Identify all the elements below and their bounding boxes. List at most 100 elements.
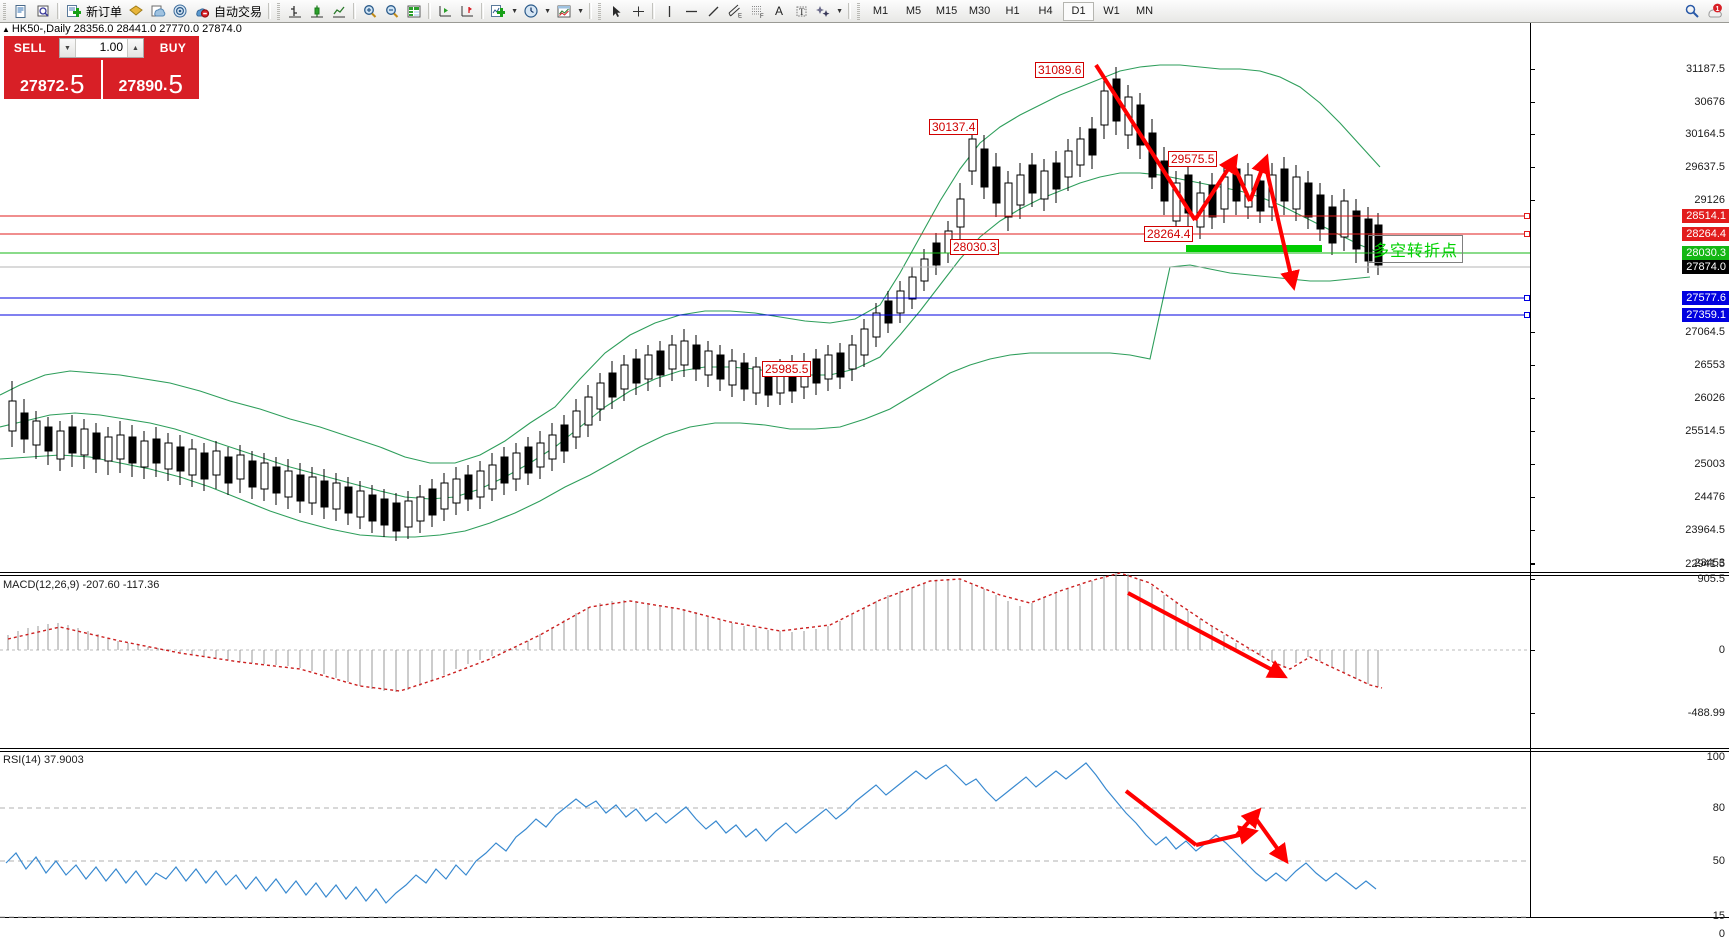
tab-timeframe-w1[interactable]: W1: [1103, 5, 1120, 17]
toolbar-grip[interactable]: [276, 2, 283, 20]
toolbar-separator: [652, 3, 656, 19]
rsi-tick-label-15: 15: [1712, 910, 1725, 922]
main-price-plot: [0, 63, 1530, 541]
trendline-icon[interactable]: [702, 1, 724, 22]
chart-collapse-icon[interactable]: ▲: [2, 25, 10, 34]
price-tick-label: 23964.5: [1685, 524, 1725, 536]
periods-icon[interactable]: [520, 1, 542, 22]
macd-tick: [1531, 650, 1535, 651]
macd-tick-label: -488.99: [1687, 707, 1725, 719]
auto-scroll-icon[interactable]: [434, 1, 456, 22]
price-tick-label: 27064.5: [1685, 326, 1725, 338]
chart-inspector-icon[interactable]: [32, 1, 54, 22]
notifications-icon[interactable]: 1: [1703, 1, 1725, 22]
level-tag-27359[interactable]: 27359.1: [1682, 308, 1729, 322]
text-label-icon[interactable]: T: [790, 1, 812, 22]
zoom-in-icon[interactable]: [359, 1, 381, 22]
line-chart-icon[interactable]: [328, 1, 350, 22]
volume-decrease-icon[interactable]: ▼: [60, 39, 76, 57]
text-icon[interactable]: A: [775, 4, 784, 18]
chart-symbol-header: ▲ HK50-,Daily 28356.0 28441.0 27770.0 278…: [2, 23, 242, 35]
tab-timeframe-m5[interactable]: M5: [905, 5, 922, 17]
indicators-icon[interactable]: [487, 1, 509, 22]
tab-timeframe-h4[interactable]: H4: [1038, 5, 1053, 17]
tab-timeframe-m15[interactable]: M15: [935, 5, 958, 17]
pane-separator-macd: [0, 572, 1729, 573]
toolbar-separator: [268, 3, 272, 19]
price-label-28264[interactable]: 28264.4: [1144, 226, 1194, 242]
price-tick-label: 25514.5: [1685, 425, 1725, 437]
search-icon[interactable]: [1681, 1, 1703, 22]
tab-timeframe-mn[interactable]: MN: [1135, 5, 1154, 17]
price-tick: [1531, 497, 1535, 498]
price-tick-label: 31187.5: [1686, 63, 1725, 75]
level-tag-28264[interactable]: 28264.4: [1682, 227, 1729, 241]
sell-price-fraction: 5: [69, 68, 85, 99]
level-handle-28514[interactable]: [1524, 213, 1530, 219]
price-label-29575[interactable]: 29575.5: [1168, 151, 1218, 167]
toolbar-separator: [57, 3, 60, 19]
sell-button[interactable]: 27872. 5: [4, 60, 101, 99]
templates-icon[interactable]: [553, 1, 575, 22]
price-label-30137[interactable]: 30137.4: [929, 119, 979, 135]
equidistant-channel-icon[interactable]: E: [724, 1, 746, 22]
autotrading-icon[interactable]: [191, 1, 213, 22]
crosshair-icon[interactable]: [627, 1, 649, 22]
toolbar-grip[interactable]: [856, 2, 863, 20]
level-handle-28264[interactable]: [1524, 231, 1530, 237]
volume-increase-icon[interactable]: ▲: [127, 39, 143, 57]
price-tick-label: 29637.5: [1685, 161, 1725, 173]
mql5-community-icon[interactable]: [147, 1, 169, 22]
price-label-31089[interactable]: 31089.6: [1035, 62, 1085, 78]
tab-timeframe-h1[interactable]: H1: [1005, 5, 1020, 17]
price-tick: [1531, 200, 1535, 201]
price-tick-label: 22941.5: [1685, 558, 1725, 570]
volume-input[interactable]: 1.00: [99, 40, 123, 54]
periods-caret-icon[interactable]: ▼: [544, 7, 551, 15]
fibonacci-retracement-icon[interactable]: F: [746, 1, 768, 22]
expert-advisors-icon[interactable]: [125, 1, 147, 22]
tab-timeframe-d1[interactable]: D1: [1063, 1, 1095, 21]
trade-panel-top-row: SELL ▼ 1.00 ▲ BUY: [4, 36, 199, 60]
price-tick: [1531, 431, 1535, 432]
pane-separator-rsi2: [0, 751, 1729, 752]
shapes-caret-icon[interactable]: ▼: [836, 7, 843, 15]
chart-shift-icon[interactable]: [456, 1, 478, 22]
autotrading-label[interactable]: 自动交易: [214, 4, 263, 19]
shapes-icon[interactable]: [812, 1, 834, 22]
zoom-out-icon[interactable]: [381, 1, 403, 22]
toolbar-grip[interactable]: [2, 2, 8, 20]
level-handle-27577[interactable]: [1524, 295, 1530, 301]
buy-button[interactable]: 27890. 5: [102, 60, 199, 99]
new-order-icon[interactable]: [63, 1, 85, 22]
level-tag-27577[interactable]: 27577.6: [1682, 291, 1729, 305]
new-order-label[interactable]: 新订单: [86, 4, 123, 19]
volume-stepper: ▼ 1.00 ▲: [56, 36, 147, 60]
horizontal-line-icon[interactable]: [680, 1, 702, 22]
buy-button-label[interactable]: BUY: [147, 36, 199, 60]
tab-timeframe-m1[interactable]: M1: [872, 5, 889, 17]
signals-icon[interactable]: [169, 1, 191, 22]
price-label-25985[interactable]: 25985.5: [762, 361, 812, 377]
price-tick: [1531, 365, 1535, 366]
sell-button-label[interactable]: SELL: [4, 36, 56, 60]
turning-point-annotation[interactable]: 多空转折点: [1368, 235, 1464, 263]
price-label-28030[interactable]: 28030.3: [950, 239, 1000, 255]
macd-trend-arrow: [1127, 591, 1288, 679]
toolbar-separator: [353, 3, 357, 19]
toolbar-separator: [848, 3, 852, 19]
macd-tick: [1531, 579, 1535, 580]
templates-caret-icon[interactable]: ▼: [577, 7, 584, 15]
vertical-line-icon[interactable]: [658, 1, 680, 22]
level-tag-28514[interactable]: 28514.1: [1682, 209, 1729, 223]
bar-chart-icon[interactable]: [284, 1, 306, 22]
tab-timeframe-m30[interactable]: M30: [968, 5, 991, 17]
data-window-icon[interactable]: [403, 1, 425, 22]
new-chart-icon[interactable]: [10, 1, 32, 22]
level-tag-28030[interactable]: 28030.3: [1682, 246, 1729, 260]
indicators-caret-icon[interactable]: ▼: [511, 7, 518, 15]
level-handle-27359[interactable]: [1524, 312, 1530, 318]
candlestick-chart-icon[interactable]: [306, 1, 328, 22]
toolbar-grip[interactable]: [597, 2, 604, 20]
cursor-icon[interactable]: [605, 1, 627, 22]
